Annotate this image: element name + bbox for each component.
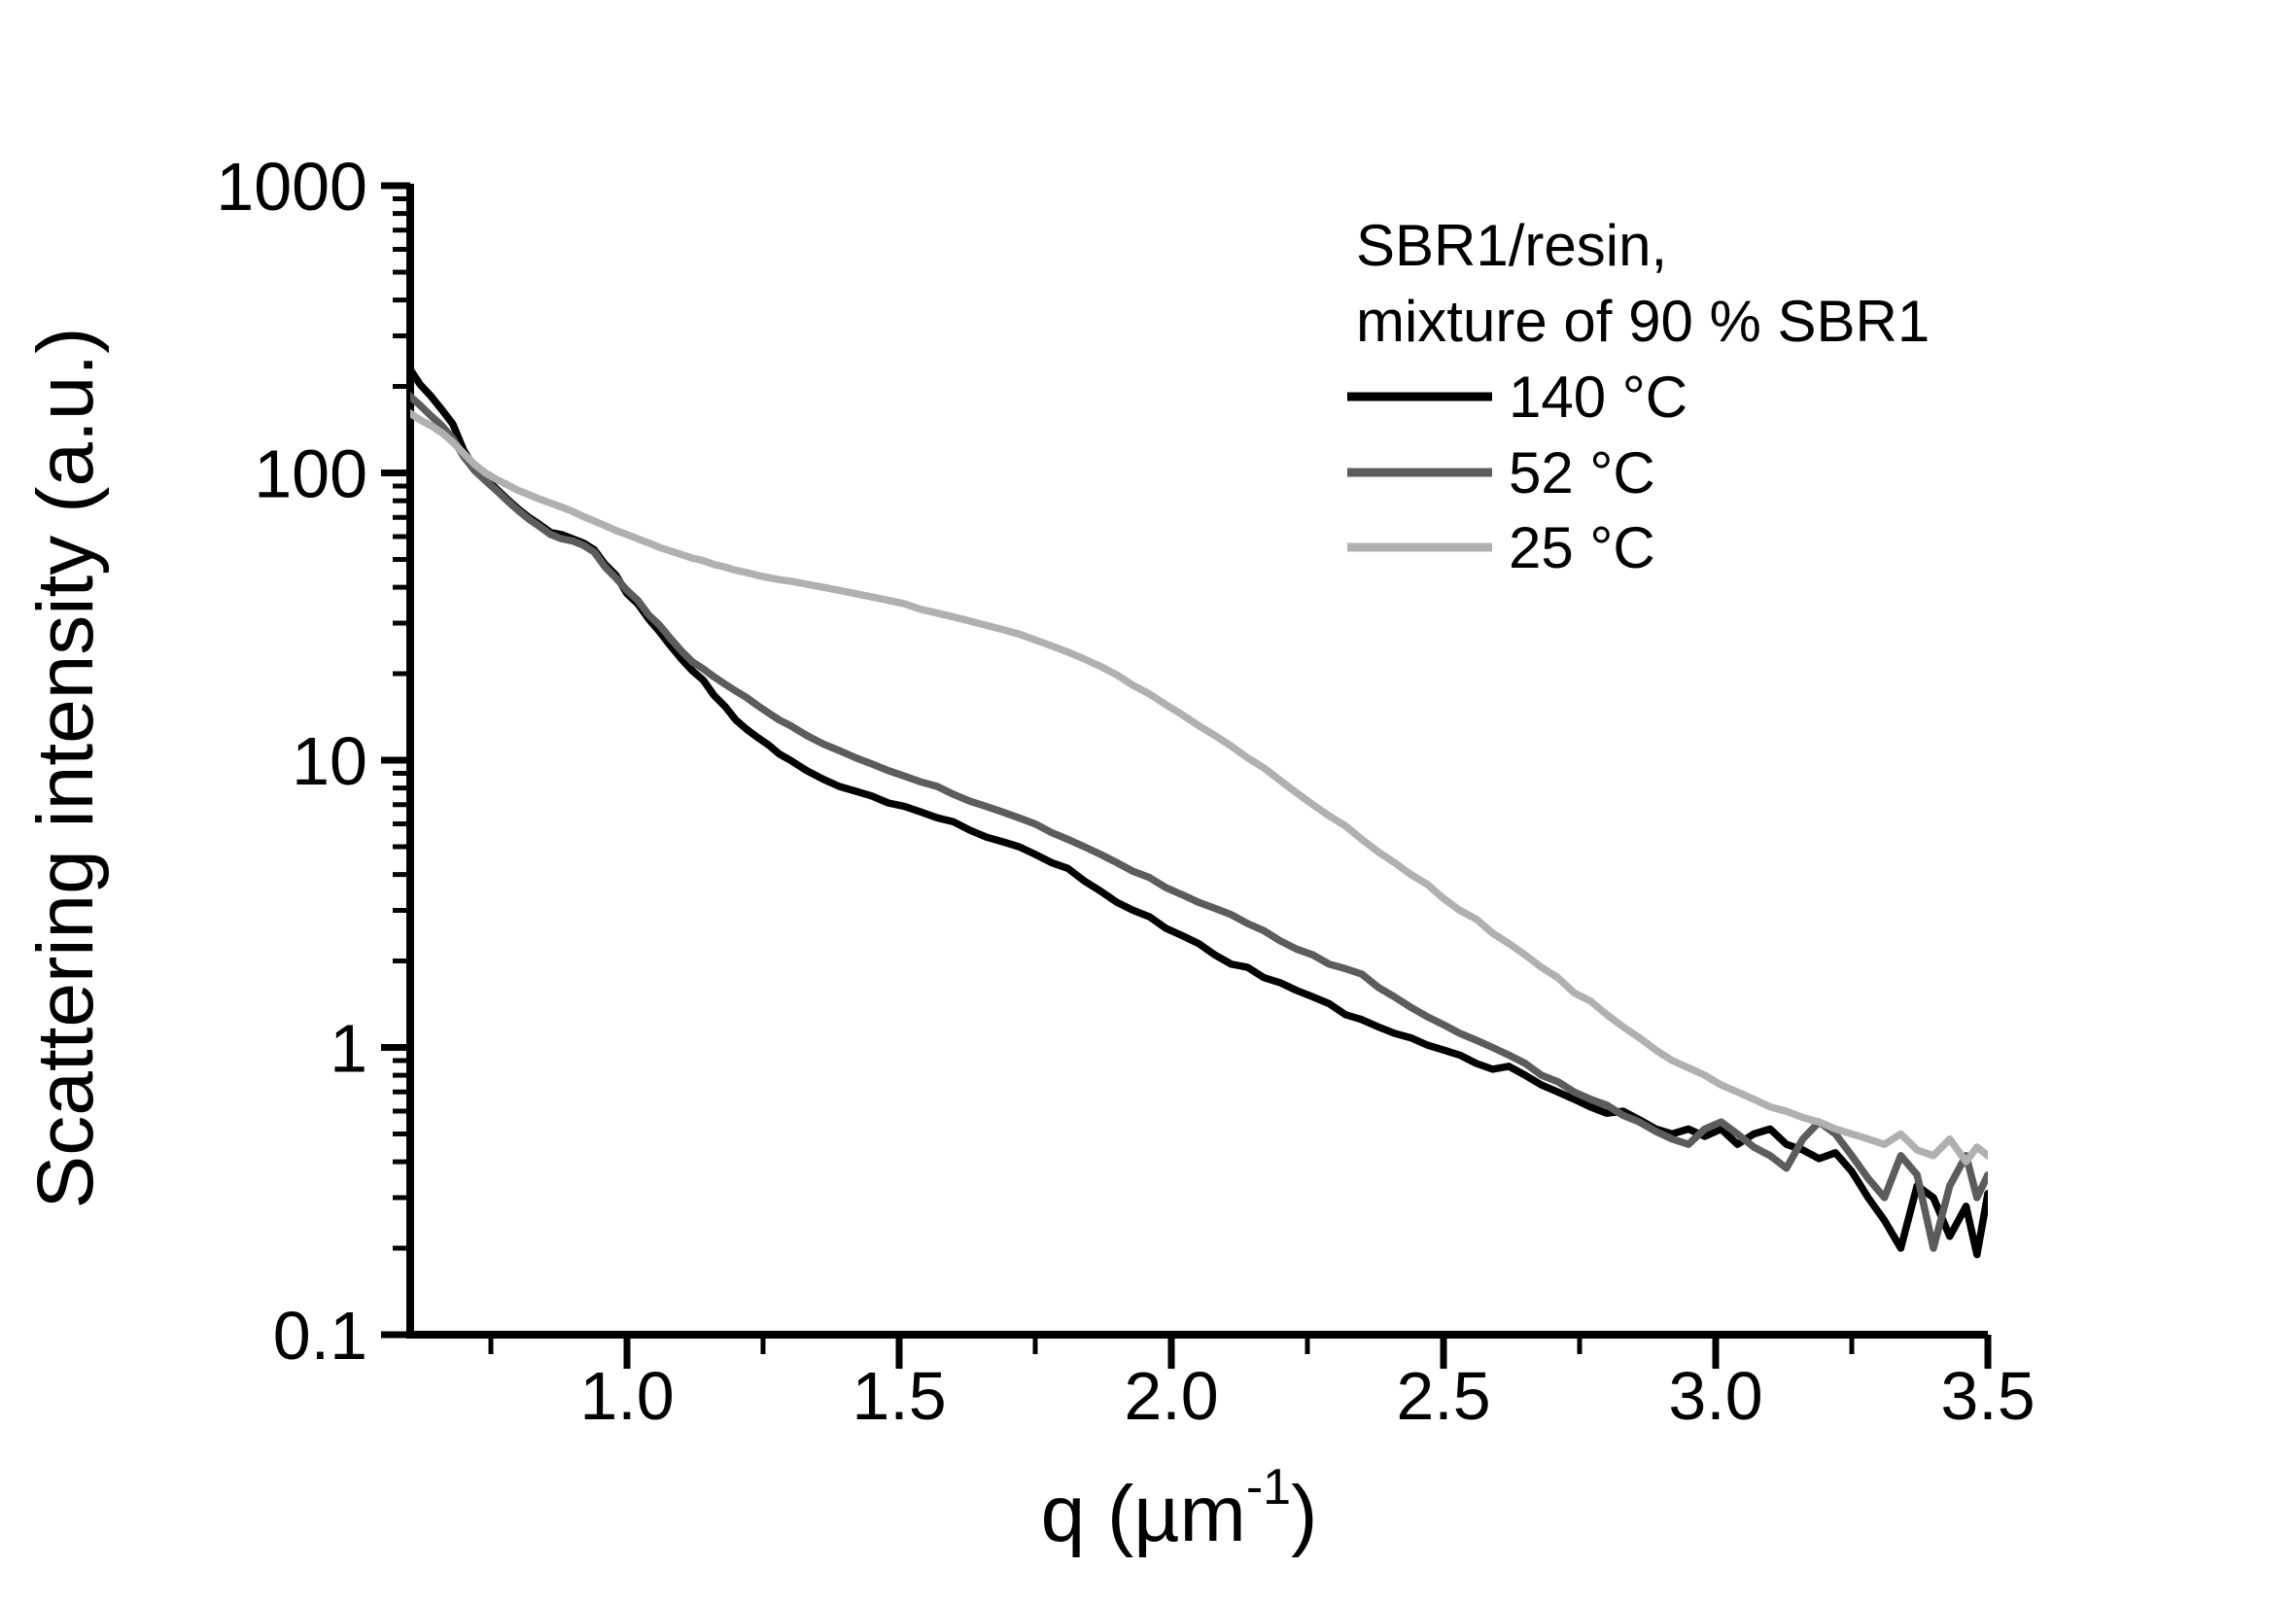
- x-axis-title: q (µm-1): [1041, 1459, 1318, 1558]
- y-tick-label: 0.1: [273, 1298, 367, 1374]
- x-tick-label: 2.5: [1396, 1358, 1490, 1434]
- legend: SBR1/resin, mixture of 90 % SBR1 140 °C 5…: [1347, 213, 1930, 580]
- data-curves: [410, 364, 1988, 1259]
- curve-140-°C: [410, 364, 1988, 1259]
- legend-title-line-1: SBR1/resin,: [1356, 213, 1667, 278]
- legend-label-52-°C: 52 °C: [1509, 440, 1655, 505]
- x-tick-label: 3.0: [1668, 1358, 1762, 1434]
- y-axis-title: Scattering intensity (a.u.): [21, 328, 110, 1209]
- curve-52-°C: [410, 392, 1988, 1252]
- curve-25-°C: [410, 408, 1988, 1166]
- y-axis-tick-labels: 1000 100 10 1 0.1: [216, 149, 367, 1374]
- y-tick-label: 1000: [216, 149, 367, 225]
- x-tick-label: 1.5: [852, 1358, 946, 1434]
- x-tick-label: 3.5: [1940, 1358, 2035, 1434]
- x-tick-label: 2.0: [1124, 1358, 1218, 1434]
- legend-label-140-°C: 140 °C: [1509, 365, 1687, 430]
- legend-label-25-°C: 25 °C: [1509, 515, 1655, 580]
- x-axis-tick-labels: 1.0 1.5 2.0 2.5 3.0 3.5: [579, 1358, 2035, 1434]
- axes-frame: [406, 184, 1988, 1339]
- y-tick-label: 100: [254, 436, 367, 512]
- x-axis-major-ticks: [623, 1335, 1992, 1369]
- legend-entries: 140 °C 52 °C 25 °C: [1347, 365, 1687, 580]
- y-axis-major-ticks: [381, 182, 410, 1339]
- legend-title-line-2: mixture of 90 % SBR1: [1356, 289, 1930, 354]
- y-tick-label: 10: [292, 723, 367, 799]
- x-tick-label: 1.0: [579, 1358, 674, 1434]
- y-tick-label: 1: [330, 1011, 367, 1087]
